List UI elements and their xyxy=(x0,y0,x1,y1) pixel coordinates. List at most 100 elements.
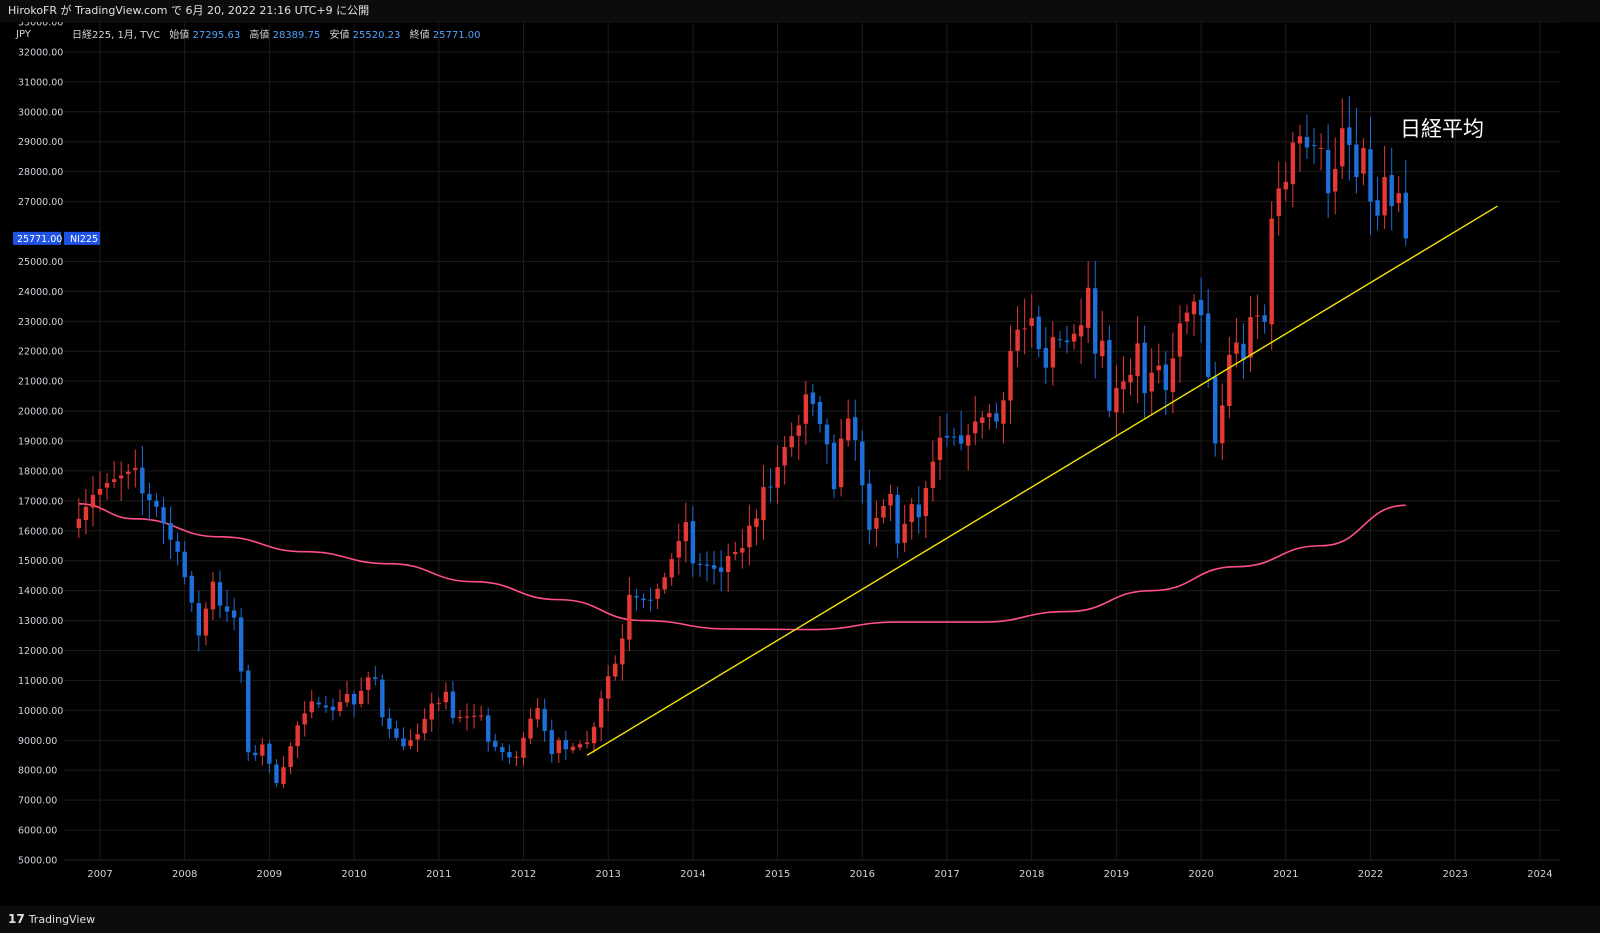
candle-body xyxy=(838,438,844,488)
candle-body xyxy=(1071,333,1077,342)
year-tick-label: 2017 xyxy=(934,869,959,880)
publish-header: HirokoFR が TradingView.com で 6月 20, 2022… xyxy=(0,0,1600,22)
candle-body xyxy=(450,691,456,718)
candle-body xyxy=(655,588,660,599)
price-tick-label: 22000.00 xyxy=(18,347,63,358)
candle-body xyxy=(683,522,689,542)
tradingview-brand[interactable]: 17 TradingView xyxy=(8,912,95,926)
price-tick-label: 11000.00 xyxy=(18,676,63,687)
year-tick-label: 2015 xyxy=(765,869,790,880)
price-tick-label: 25000.00 xyxy=(18,257,63,268)
trendline[interactable] xyxy=(586,205,1498,756)
candle-body xyxy=(528,718,533,739)
candle-body xyxy=(1093,288,1098,354)
candle-body xyxy=(641,598,646,601)
candle-body xyxy=(443,691,449,703)
candle-body xyxy=(1128,374,1133,383)
candle-body xyxy=(457,717,463,719)
candle-body xyxy=(1050,337,1056,368)
price-axis[interactable]: JPY 5000.00 6000.00 7000.00 8000.00 9000.00 1… xyxy=(15,18,63,867)
price-tick-label: 33000.00 xyxy=(18,22,63,29)
candle-body xyxy=(740,548,745,553)
candle-body xyxy=(1276,188,1281,217)
candle-body xyxy=(267,743,272,764)
price-tick-label: 5000.00 xyxy=(18,856,57,867)
candle-body xyxy=(803,394,809,424)
candle-body xyxy=(627,594,632,640)
candle-body xyxy=(1170,358,1176,392)
time-axis[interactable]: 2007 2008 2009 2010 2011 2012 2013 2014 2015 2016… xyxy=(87,869,1552,880)
legend-close-label: 終値 xyxy=(410,28,430,41)
legend-close-value: 25771.00 xyxy=(433,30,481,41)
candle-body xyxy=(422,718,427,734)
candle-body xyxy=(302,713,307,725)
candle-body xyxy=(358,690,364,705)
candle-body xyxy=(570,746,576,751)
candle-body xyxy=(175,541,180,552)
candle-body xyxy=(747,525,752,548)
price-tick-label: 29000.00 xyxy=(18,137,63,148)
candle-body xyxy=(288,746,293,767)
ticker-label: NI225 xyxy=(70,234,98,245)
candle-body xyxy=(845,418,851,441)
candle-body xyxy=(1156,365,1161,371)
candle-body xyxy=(542,708,547,732)
candle-body xyxy=(189,575,194,603)
candle-body xyxy=(140,467,145,494)
candle-body xyxy=(1057,339,1063,341)
candle-body xyxy=(83,506,89,520)
candle-body xyxy=(944,435,950,438)
candle-body xyxy=(1135,343,1140,377)
price-chart[interactable]: JPY 5000.00 6000.00 7000.00 8000.00 9000.00 1… xyxy=(0,18,1600,906)
candle-body xyxy=(606,676,611,699)
candle-body xyxy=(754,518,759,527)
current-price-label: 25771.00 NI225 xyxy=(13,231,100,245)
candle-body xyxy=(1297,136,1303,144)
candle-body xyxy=(238,617,244,672)
brand-name: TradingView xyxy=(28,912,96,926)
candle-body xyxy=(1354,144,1359,178)
candle-body xyxy=(704,564,710,566)
candle-body xyxy=(1100,340,1105,357)
candle-body xyxy=(118,475,124,479)
year-tick-label: 2019 xyxy=(1104,869,1129,880)
candle-body xyxy=(1333,168,1338,192)
price-tick-label: 9000.00 xyxy=(18,736,57,747)
price-tick-label: 19000.00 xyxy=(18,437,63,448)
chart-area[interactable]: JPY 5000.00 6000.00 7000.00 8000.00 9000.00 1… xyxy=(0,18,1600,906)
candle-body xyxy=(154,500,159,507)
candle-body xyxy=(874,517,879,529)
candle-body xyxy=(1375,200,1380,216)
candle-body xyxy=(930,461,936,488)
year-tick-label: 2014 xyxy=(680,869,705,880)
year-tick-label: 2016 xyxy=(850,869,875,880)
candle-body xyxy=(1163,364,1169,391)
candle-body xyxy=(182,551,187,578)
candle-body xyxy=(1361,147,1366,174)
year-tick-label: 2007 xyxy=(87,869,112,880)
candle-body xyxy=(881,505,886,518)
candle-body xyxy=(133,467,138,470)
candle-body xyxy=(937,437,943,460)
legend-symbol: 日経225, 1月, TVC xyxy=(72,28,160,41)
candle-body xyxy=(1184,312,1190,322)
candle-body xyxy=(471,715,477,717)
year-tick-label: 2024 xyxy=(1527,869,1552,880)
candle-body xyxy=(867,483,872,530)
candle-body xyxy=(1121,381,1126,390)
candle-body xyxy=(1149,372,1154,392)
candle-body xyxy=(1347,127,1352,146)
candle-body xyxy=(1198,299,1204,316)
candle-body xyxy=(429,703,434,720)
candle-body xyxy=(76,518,82,529)
candle-body xyxy=(330,706,336,711)
year-tick-label: 2011 xyxy=(426,869,451,880)
legend-high-label: 高値 xyxy=(249,28,269,41)
candle-body xyxy=(860,441,865,486)
candle-body xyxy=(486,715,491,742)
price-tick-label: 8000.00 xyxy=(18,766,57,777)
candle-body xyxy=(782,446,787,466)
candle-body xyxy=(1290,142,1296,185)
candle-body xyxy=(394,728,399,738)
price-tick-label: 24000.00 xyxy=(18,287,63,298)
